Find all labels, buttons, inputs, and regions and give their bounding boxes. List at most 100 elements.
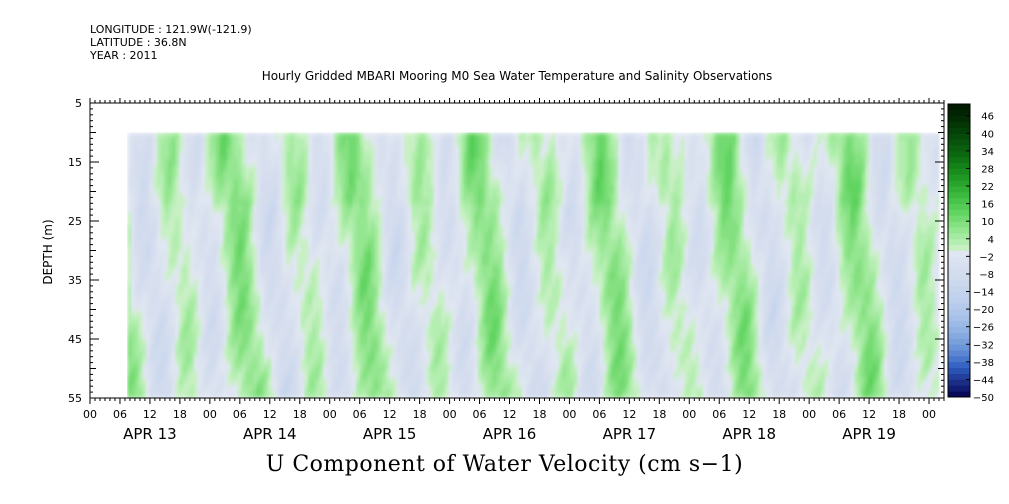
heat-cell bbox=[297, 324, 302, 333]
heat-cell bbox=[234, 378, 239, 386]
heat-cell bbox=[452, 344, 457, 353]
heat-cell bbox=[263, 358, 269, 366]
heat-cell bbox=[474, 132, 479, 140]
heat-cell bbox=[175, 172, 180, 180]
heat-cell bbox=[415, 198, 420, 207]
heat-cell bbox=[256, 198, 261, 207]
heat-cell bbox=[533, 331, 538, 339]
heat-cell bbox=[182, 351, 188, 359]
heat-cell bbox=[367, 232, 372, 240]
heat-cell bbox=[271, 391, 276, 398]
heat-cell bbox=[474, 145, 479, 154]
heat-cell bbox=[503, 258, 509, 266]
heat-cell bbox=[326, 298, 331, 306]
heat-cell bbox=[341, 152, 346, 160]
heat-cell bbox=[179, 165, 184, 173]
heat-cell bbox=[341, 172, 346, 180]
heat-cell bbox=[511, 331, 516, 339]
heat-cell bbox=[204, 371, 210, 379]
heat-cell bbox=[481, 159, 486, 167]
heat-cell bbox=[573, 351, 579, 359]
heat-cell bbox=[466, 218, 472, 227]
heat-cell bbox=[164, 291, 169, 300]
heat-cell bbox=[212, 185, 217, 193]
heat-cell bbox=[315, 185, 320, 193]
heat-cell bbox=[411, 318, 416, 326]
heat-cell bbox=[441, 172, 446, 180]
heat-cell bbox=[138, 238, 143, 246]
heat-cell bbox=[348, 371, 354, 379]
heat-cell bbox=[238, 218, 243, 227]
heat-cell bbox=[256, 305, 261, 313]
heat-cell bbox=[441, 198, 446, 207]
heat-cell bbox=[204, 172, 210, 180]
heat-cell bbox=[522, 218, 527, 227]
heat-cell bbox=[337, 364, 343, 373]
heat-cell bbox=[418, 338, 424, 346]
heat-cell bbox=[485, 218, 490, 227]
heat-cell bbox=[415, 218, 420, 227]
heat-cell bbox=[363, 212, 368, 220]
heat-cell bbox=[385, 232, 390, 240]
heat-cell bbox=[219, 338, 224, 346]
heat-cell bbox=[308, 152, 313, 160]
heat-cell bbox=[256, 318, 261, 326]
heat-cell bbox=[311, 165, 317, 173]
heat-cell bbox=[455, 212, 461, 220]
heat-cell bbox=[363, 132, 368, 140]
heat-cell bbox=[404, 172, 409, 180]
heat-cell bbox=[238, 358, 243, 366]
heat-cell bbox=[227, 358, 232, 366]
heat-cell bbox=[215, 185, 221, 193]
heat-cell bbox=[275, 305, 280, 313]
heat-cell bbox=[156, 258, 162, 266]
heat-cell bbox=[356, 232, 361, 240]
heat-cell bbox=[503, 285, 509, 293]
heat-cell bbox=[271, 291, 276, 300]
heat-cell bbox=[249, 198, 254, 207]
heat-cell bbox=[245, 364, 250, 373]
heat-cell bbox=[500, 185, 505, 193]
heat-cell bbox=[160, 132, 165, 140]
heat-cell bbox=[175, 351, 180, 359]
heat-cell bbox=[278, 305, 283, 313]
heat-cell bbox=[407, 311, 413, 319]
heat-cell bbox=[470, 364, 475, 373]
heat-cell bbox=[282, 159, 287, 167]
heat-cell bbox=[407, 218, 413, 227]
heat-cell bbox=[566, 251, 571, 260]
heat-cell bbox=[134, 232, 140, 240]
heat-cell bbox=[131, 318, 136, 326]
heat-cell bbox=[363, 152, 368, 160]
heat-cell bbox=[426, 291, 431, 300]
heat-cell bbox=[282, 205, 287, 213]
heat-cell bbox=[559, 298, 564, 306]
heat-cell bbox=[334, 245, 339, 253]
heat-cell bbox=[496, 351, 501, 359]
heat-cell bbox=[300, 384, 306, 392]
heat-cell bbox=[179, 178, 184, 187]
heat-cell bbox=[138, 145, 143, 154]
heat-cell bbox=[127, 225, 132, 233]
heat-cell bbox=[426, 159, 431, 167]
heat-cell bbox=[223, 159, 228, 167]
heat-cell bbox=[149, 331, 154, 339]
heat-cell bbox=[171, 178, 177, 187]
heat-cell bbox=[204, 232, 210, 240]
heat-cell bbox=[463, 232, 468, 240]
heat-cell bbox=[525, 271, 531, 280]
heat-cell bbox=[197, 258, 202, 266]
heat-cell bbox=[389, 225, 394, 233]
heat-cell bbox=[518, 351, 523, 359]
heat-cell bbox=[367, 364, 372, 373]
heat-cell bbox=[175, 198, 180, 207]
heat-cell bbox=[466, 331, 472, 339]
heat-cell bbox=[503, 311, 509, 319]
heat-cell bbox=[500, 358, 505, 366]
heat-cell bbox=[381, 145, 387, 154]
heat-cell bbox=[522, 225, 527, 233]
heat-cell bbox=[374, 258, 379, 266]
heat-cell bbox=[481, 298, 486, 306]
heat-cell bbox=[286, 251, 291, 260]
heat-cell bbox=[470, 351, 475, 359]
